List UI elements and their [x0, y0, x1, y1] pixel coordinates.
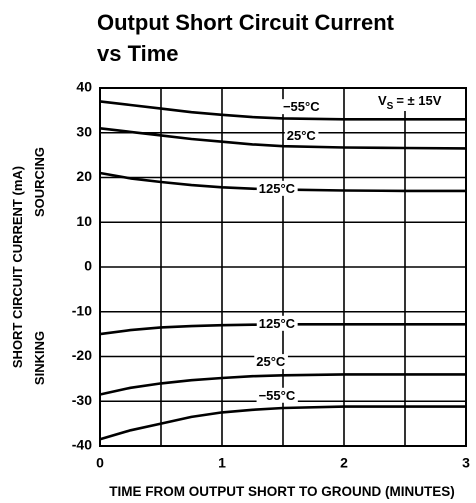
series-line	[99, 171, 466, 193]
chart-title: Output Short Circuit Current	[97, 10, 395, 35]
y-tick-label: 10	[76, 213, 92, 229]
series-label-bg	[254, 354, 288, 370]
y-tick-label: 0	[84, 258, 92, 274]
annotation-subscript: S	[387, 101, 394, 112]
series-line	[99, 323, 466, 336]
series-label-bg	[256, 180, 298, 196]
labels: −55°C 25°C 125°C 125°C 25°C −55°C	[254, 99, 323, 403]
annotation-text: = ± 15V	[396, 93, 441, 108]
series-line	[99, 373, 466, 396]
x-axis-label: TIME FROM OUTPUT SHORT TO GROUND (MINUTE…	[109, 484, 454, 499]
annotation-box	[372, 89, 465, 111]
series-label-bg	[256, 315, 298, 331]
series-label: 125°C	[259, 316, 296, 331]
series-line	[99, 100, 466, 121]
y-tick-label: -40	[72, 437, 92, 453]
series-label: −55°C	[259, 388, 296, 403]
series-label-bg	[280, 99, 323, 115]
x-tick-label: 1	[218, 455, 226, 471]
annotation: VS = ± 15V	[378, 93, 442, 111]
series-line	[99, 405, 466, 441]
series-label-bg	[256, 387, 298, 403]
y-tick-label: 30	[76, 123, 92, 139]
y-tick-label: -30	[72, 392, 92, 408]
chart-title: vs Time	[97, 41, 179, 66]
annotation-symbol: V	[378, 93, 387, 108]
x-tick-label: 3	[462, 455, 470, 471]
x-tick-label: 0	[96, 455, 104, 471]
series-label-bg	[284, 128, 319, 144]
y-tick-label: 40	[76, 79, 92, 95]
series-label: 125°C	[259, 181, 296, 196]
series-label: 25°C	[287, 128, 317, 143]
lines	[99, 100, 467, 441]
y-tick-label: -20	[72, 347, 92, 363]
x-tick-label: 2	[340, 455, 348, 471]
y-axis-label: SHORT CIRCUIT CURRENT (mA)	[10, 166, 25, 368]
region-label: SOURCING	[32, 147, 47, 217]
y-tick-label: 20	[76, 168, 92, 184]
series-label: 25°C	[256, 354, 286, 369]
series-label: −55°C	[283, 99, 320, 114]
series-line	[99, 127, 467, 150]
y-tick-label: -10	[72, 302, 92, 318]
region-label: SINKING	[32, 331, 47, 385]
